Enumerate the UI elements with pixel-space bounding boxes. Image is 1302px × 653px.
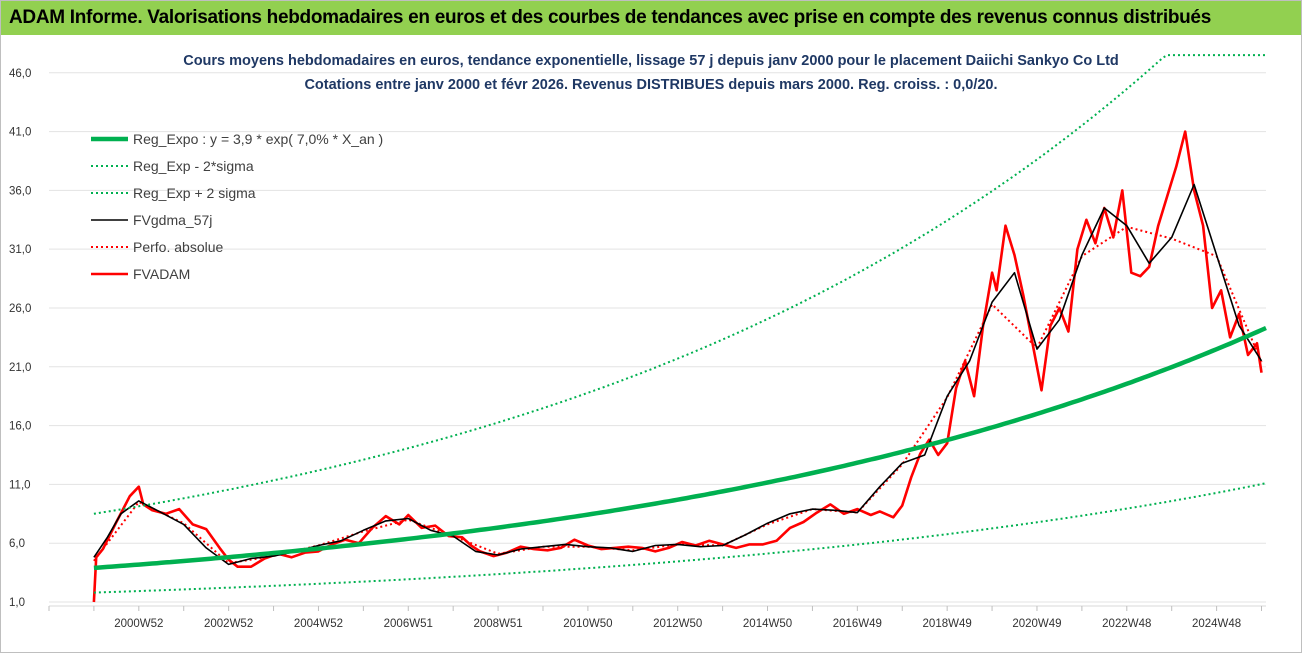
- x-tick-label: 2024W48: [1192, 618, 1241, 630]
- legend-label: Reg_Exp + 2 sigma: [133, 185, 256, 201]
- legend-label: Reg_Expo : y = 3,9 * exp( 7,0% * X_an ): [133, 131, 383, 147]
- y-tick-label: 41,0: [9, 127, 31, 139]
- y-tick-label: 21,0: [9, 362, 31, 374]
- x-tick-label: 2018W49: [923, 618, 972, 630]
- series-line-5: [92, 130, 1263, 603]
- y-tick-label: 46,0: [9, 68, 31, 80]
- y-tick-label: 6,0: [9, 538, 25, 550]
- legend-label: FVADAM: [133, 266, 190, 282]
- x-tick-label: 2006W51: [384, 618, 433, 630]
- x-tick-label: 2000W52: [114, 618, 163, 630]
- y-tick-label: 11,0: [9, 479, 31, 491]
- series-line-0: [93, 325, 1267, 571]
- legend-label: Reg_Exp - 2*sigma: [133, 158, 254, 174]
- series-line-1: [93, 482, 1267, 594]
- x-tick-label: 2012W50: [653, 618, 702, 630]
- x-tick-label: 2004W52: [294, 618, 343, 630]
- series-line-2: [93, 54, 1266, 515]
- x-tick-label: 2016W49: [833, 618, 882, 630]
- header-banner-text: ADAM Informe. Valorisations hebdomadaire…: [9, 7, 1211, 28]
- legend-label: Perfo. absolue: [133, 239, 223, 255]
- y-tick-label: 1,0: [9, 597, 25, 609]
- chart-title: Cours moyens hebdomadaires en euros, ten…: [183, 53, 1119, 69]
- x-tick-label: 2002W52: [204, 618, 253, 630]
- series-line-3: [93, 183, 1263, 566]
- x-tick-label: 2008W51: [473, 618, 522, 630]
- x-tick-label: 2022W48: [1102, 618, 1151, 630]
- header-banner: ADAM Informe. Valorisations hebdomadaire…: [1, 1, 1301, 35]
- x-tick-label: 2010W50: [563, 618, 612, 630]
- chart-subtitle: Cotations entre janv 2000 et févr 2026. …: [304, 77, 998, 93]
- y-tick-label: 31,0: [9, 244, 31, 256]
- y-tick-label: 36,0: [9, 185, 31, 197]
- y-tick-label: 16,0: [9, 421, 31, 433]
- x-tick-label: 2020W49: [1012, 618, 1061, 630]
- x-tick-label: 2014W50: [743, 618, 792, 630]
- legend-label: FVgdma_57j: [133, 212, 212, 228]
- y-tick-label: 26,0: [9, 303, 31, 315]
- series-line-4: [93, 225, 1263, 565]
